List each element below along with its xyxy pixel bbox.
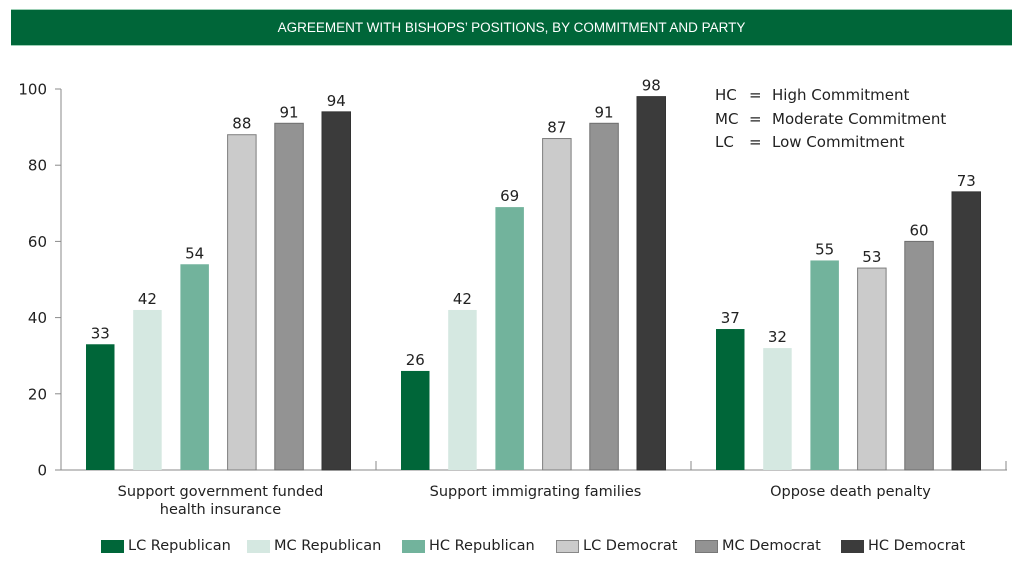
bar-lc-democrat (542, 138, 572, 471)
bar-value-label: 32 (768, 328, 787, 346)
bar-chart: 0 20 40 60 80 100 33 42 54 88 91 94 Support governme… (18, 77, 1007, 518)
abbreviation-row-lc: LC = Low Commitment (715, 131, 946, 155)
legend-label: HC Republican (429, 538, 535, 554)
bar-value-label: 91 (595, 103, 614, 121)
y-tick-label: 20 (28, 385, 47, 403)
abbreviation-code: HC (715, 86, 737, 104)
bar-value-label: 94 (327, 92, 346, 110)
abbreviation-meaning: Low Commitment (772, 133, 905, 151)
legend-swatch (841, 539, 864, 553)
chart-title: AGREEMENT WITH BISHOPS’ POSITIONS, BY CO… (277, 20, 746, 35)
legend-item-mc-republican: MC Republican (247, 534, 381, 558)
legend-item-hc-democrat: HC Democrat (841, 534, 965, 558)
legend-label: HC Democrat (868, 538, 966, 554)
bar-hc-republican (495, 207, 524, 471)
legend-swatch (556, 539, 579, 553)
bar-lc-republican (716, 329, 745, 470)
bar-value-label: 26 (406, 351, 425, 369)
bar-lc-democrat (227, 134, 257, 471)
chart-legend: LC Republican MC Republican HC Republica… (0, 534, 1023, 558)
bar-value-label: 37 (721, 309, 740, 327)
bar-hc-democrat (951, 191, 981, 471)
bar-hc-republican (180, 264, 209, 470)
legend-label: MC Republican (274, 538, 382, 554)
bar-lc-republican (401, 370, 430, 470)
bar-value-label: 42 (453, 290, 472, 308)
abbreviation-meaning: Moderate Commitment (772, 109, 947, 128)
bar-value-label: 55 (815, 240, 834, 258)
bar-value-label: 54 (185, 244, 204, 262)
bar-value-label: 73 (957, 172, 976, 190)
y-tick-label: 100 (18, 81, 47, 99)
bar-mc-republican (763, 348, 792, 470)
bar-value-label: 69 (500, 187, 519, 205)
y-tick-label: 80 (28, 157, 47, 175)
legend-swatch (402, 539, 425, 553)
abbreviation-code: MC (715, 109, 739, 128)
bar-mc-democrat (274, 122, 304, 471)
x-category-label: health insurance (160, 502, 281, 518)
legend-swatch (247, 539, 270, 553)
legend-label: LC Republican (128, 538, 231, 554)
abbreviation-equals: = (749, 86, 762, 104)
bar-mc-democrat (589, 122, 619, 471)
bar-value-label: 53 (862, 248, 881, 266)
bar-value-label: 91 (280, 103, 299, 121)
y-tick-label: 0 (37, 462, 47, 480)
y-tick-label: 40 (28, 309, 47, 327)
bar-mc-republican (448, 309, 477, 470)
legend-item-lc-republican: LC Republican (101, 534, 231, 558)
bar-mc-democrat (904, 240, 934, 471)
legend-swatch (695, 539, 718, 553)
abbreviation-equals: = (749, 109, 762, 128)
bar-value-label: 87 (547, 119, 566, 137)
x-category-label: Support immigrating families (430, 484, 642, 500)
bar-value-label: 60 (910, 221, 929, 239)
legend-item-mc-democrat: MC Democrat (695, 534, 821, 558)
y-tick-label: 60 (28, 233, 47, 251)
x-category-label: Support government funded (118, 484, 324, 500)
bar-value-label: 88 (232, 115, 251, 133)
chart-title-banner: AGREEMENT WITH BISHOPS’ POSITIONS, BY CO… (11, 9, 1012, 46)
abbreviation-row-hc: HC = High Commitment (715, 84, 946, 108)
bar-mc-republican (133, 309, 162, 470)
x-category-label: Oppose death penalty (770, 484, 931, 500)
legend-label: MC Democrat (722, 538, 821, 554)
abbreviation-equals: = (749, 133, 762, 151)
abbreviation-row-mc: MC = Moderate Commitment (715, 108, 946, 132)
bar-hc-democrat (321, 111, 351, 471)
abbreviation-meaning: High Commitment (772, 86, 910, 104)
bar-value-label: 33 (91, 324, 110, 342)
legend-item-hc-republican: HC Republican (402, 534, 535, 558)
legend-label: LC Democrat (583, 538, 678, 554)
abbreviation-code: LC (715, 133, 734, 151)
abbreviation-key: HC = High Commitment MC = Moderate Commi… (715, 84, 946, 155)
bar-hc-republican (810, 260, 839, 470)
bar-value-label: 98 (642, 77, 661, 95)
legend-swatch (101, 539, 124, 553)
bar-hc-democrat (636, 96, 666, 471)
bar-lc-republican (86, 344, 115, 470)
bar-value-label: 42 (138, 290, 157, 308)
legend-item-lc-democrat: LC Democrat (556, 534, 677, 558)
bar-lc-democrat (857, 267, 887, 471)
